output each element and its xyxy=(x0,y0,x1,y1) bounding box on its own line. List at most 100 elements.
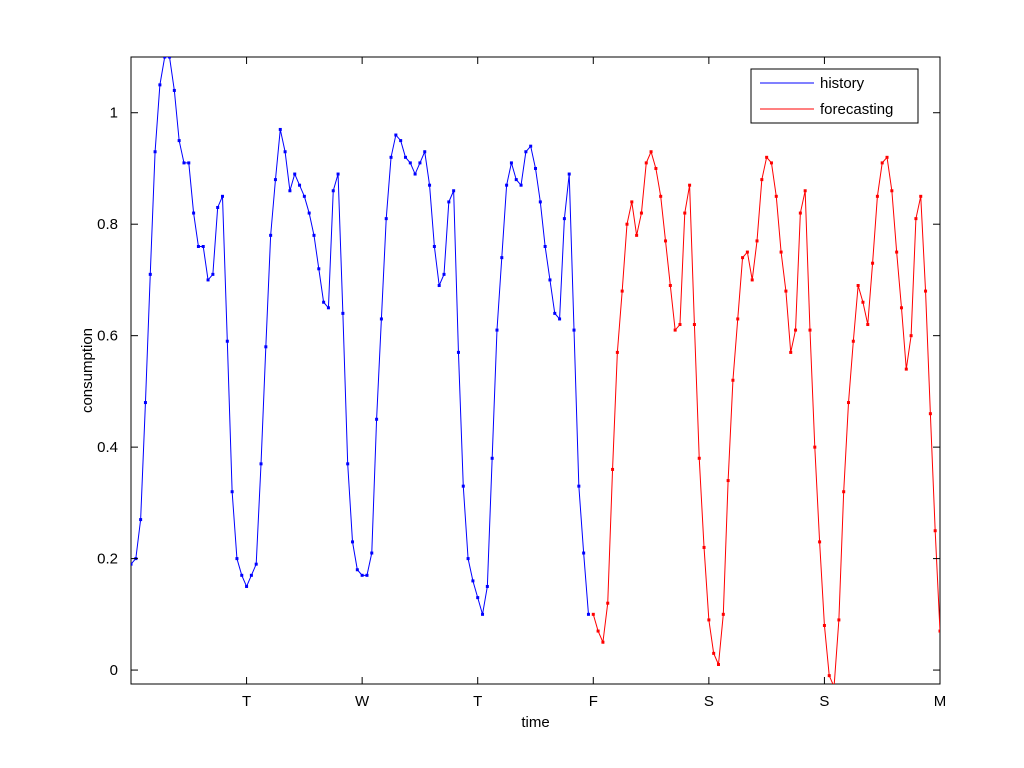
plot-area: T W T F S S M 0 0.2 0.4 0.6 0.8 1 xyxy=(97,56,947,710)
data-point-history xyxy=(307,211,311,215)
data-point-history xyxy=(259,462,263,466)
data-point-history xyxy=(201,244,205,248)
data-point-history xyxy=(553,311,557,315)
data-point-history xyxy=(375,417,379,421)
data-point-forecasting xyxy=(856,284,860,288)
data-point-forecasting xyxy=(928,412,932,416)
data-point-history xyxy=(379,317,383,321)
data-point-forecasting xyxy=(702,545,706,549)
data-point-history xyxy=(476,596,480,600)
data-point-forecasting xyxy=(755,239,759,243)
data-point-forecasting xyxy=(688,183,692,187)
data-point-history xyxy=(447,200,451,204)
x-tick-label: M xyxy=(934,693,947,710)
data-point-history xyxy=(220,194,224,198)
data-point-history xyxy=(249,573,253,577)
x-tick-label: F xyxy=(589,693,598,710)
data-point-history xyxy=(558,317,562,321)
data-point-history xyxy=(225,339,229,343)
data-point-forecasting xyxy=(851,339,855,343)
data-point-history xyxy=(384,217,388,221)
data-point-history xyxy=(514,178,518,182)
data-point-history xyxy=(471,579,475,583)
data-point-history xyxy=(163,57,167,59)
y-tick-label: 0.8 xyxy=(97,216,118,233)
x-tick-label: W xyxy=(355,693,370,710)
data-point-forecasting xyxy=(606,601,610,605)
data-point-history xyxy=(326,306,330,310)
data-point-history xyxy=(534,166,537,170)
data-point-forecasting xyxy=(726,479,730,483)
data-point-history xyxy=(543,244,547,248)
data-point-history xyxy=(413,172,417,176)
data-point-history xyxy=(452,189,456,193)
data-point-history xyxy=(192,211,196,215)
data-point-history xyxy=(403,155,407,159)
data-point-forecasting xyxy=(890,189,894,193)
data-point-history xyxy=(216,205,220,209)
data-point-history xyxy=(485,584,489,588)
data-point-forecasting xyxy=(664,239,668,243)
data-point-history xyxy=(582,551,586,555)
data-point-forecasting xyxy=(924,289,928,293)
data-point-history xyxy=(408,161,412,165)
series-layer xyxy=(131,57,940,684)
data-point-history xyxy=(230,490,234,494)
data-point-history xyxy=(519,183,523,187)
data-point-forecasting xyxy=(639,211,643,215)
data-point-history xyxy=(139,518,143,522)
data-point-history xyxy=(302,194,306,198)
data-point-history xyxy=(481,612,485,616)
data-point-history xyxy=(158,83,162,87)
data-point-forecasting xyxy=(904,367,908,371)
data-point-history xyxy=(245,584,249,588)
y-axis-label: consumption xyxy=(79,328,96,413)
data-point-forecasting xyxy=(712,651,716,655)
legend-label-forecasting: forecasting xyxy=(820,101,893,118)
y-tick-label: 0.2 xyxy=(97,551,118,568)
data-point-history xyxy=(322,300,326,304)
data-point-forecasting xyxy=(822,623,826,627)
data-point-history xyxy=(153,150,157,154)
legend-box xyxy=(750,68,919,124)
data-point-forecasting xyxy=(808,328,812,332)
data-point-history xyxy=(211,272,215,276)
data-point-forecasting xyxy=(683,211,687,215)
data-point-forecasting xyxy=(697,456,701,460)
data-point-history xyxy=(283,150,287,154)
x-tick-label: S xyxy=(819,693,829,710)
data-point-forecasting xyxy=(818,540,822,544)
data-point-forecasting xyxy=(654,166,658,170)
data-point-history xyxy=(288,189,292,193)
data-point-history xyxy=(586,612,590,616)
data-point-forecasting xyxy=(760,178,764,182)
data-point-forecasting xyxy=(769,161,773,165)
data-point-forecasting xyxy=(721,612,725,616)
legend: history forecasting xyxy=(750,68,919,124)
data-point-forecasting xyxy=(774,194,778,198)
data-point-history xyxy=(206,278,210,282)
data-point-forecasting xyxy=(813,445,817,449)
data-point-history xyxy=(428,183,432,187)
data-point-history xyxy=(418,161,422,165)
data-point-history xyxy=(177,139,181,143)
series-line-history xyxy=(131,57,589,615)
data-point-history xyxy=(538,200,542,204)
data-point-forecasting xyxy=(938,629,940,633)
data-point-forecasting xyxy=(794,328,798,332)
data-point-history xyxy=(456,350,460,354)
data-point-forecasting xyxy=(885,155,889,159)
data-point-history xyxy=(235,557,239,561)
data-point-history xyxy=(365,573,369,577)
data-point-history xyxy=(182,161,186,165)
data-point-history xyxy=(432,244,436,248)
data-point-forecasting xyxy=(635,233,639,237)
data-point-forecasting xyxy=(620,289,624,293)
data-point-forecasting xyxy=(668,284,672,288)
data-point-history xyxy=(529,144,533,148)
x-tick-label: T xyxy=(473,693,482,710)
data-point-history xyxy=(389,155,393,159)
data-point-forecasting xyxy=(649,150,653,154)
data-point-history xyxy=(442,272,446,276)
data-point-forecasting xyxy=(875,194,879,198)
